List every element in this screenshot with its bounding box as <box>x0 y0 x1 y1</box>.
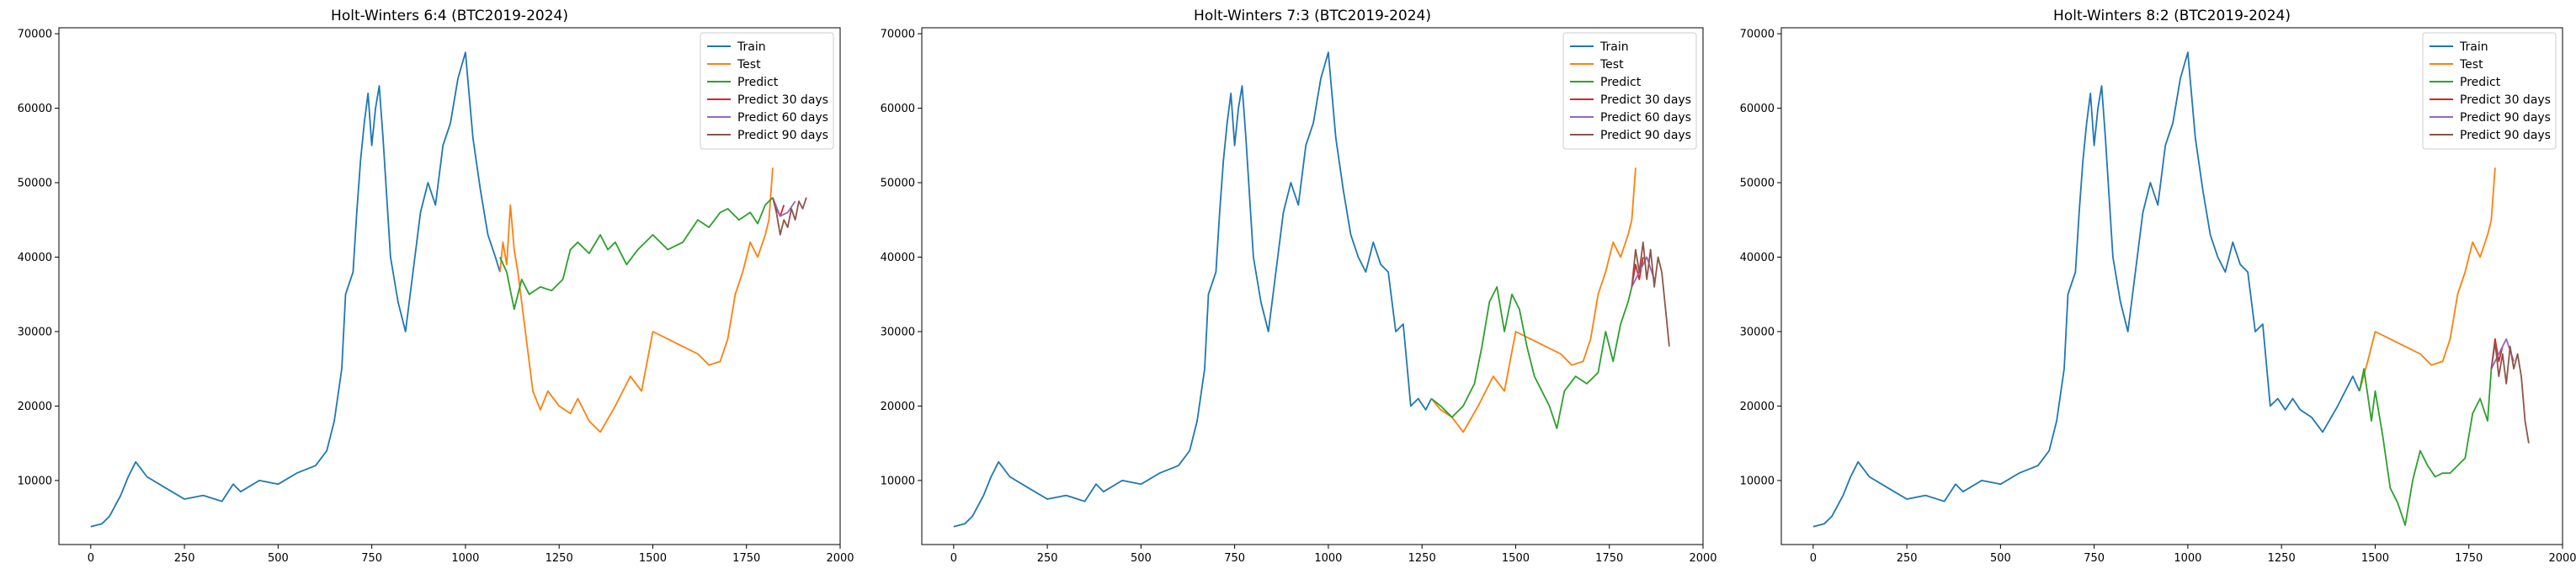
legend-label: Predict 90 days <box>2460 129 2551 142</box>
x-tick-label: 2000 <box>2548 552 2576 565</box>
x-tick-label: 0 <box>88 552 94 565</box>
chart-title: Holt-Winters 8:2 (BTC2019-2024) <box>2053 8 2291 24</box>
series-line-2 <box>2358 167 2496 391</box>
legend-label: Test <box>737 58 761 72</box>
legend-label: Predict 90 days <box>2460 111 2551 125</box>
series-line-3 <box>499 197 774 311</box>
series-line-5 <box>772 197 796 217</box>
x-tick-label: 1750 <box>732 552 760 565</box>
series-line-2 <box>499 167 774 433</box>
legend-label: Predict 30 days <box>2460 93 2551 107</box>
legend-label: Predict 90 days <box>737 129 828 142</box>
y-tick-label: 30000 <box>18 326 52 338</box>
y-tick-label: 10000 <box>881 475 915 487</box>
y-tick-label: 50000 <box>18 178 52 190</box>
series-line-1 <box>90 51 501 528</box>
legend-label: Test <box>2459 58 2483 72</box>
legend-label: Predict <box>1600 76 1642 89</box>
plot-frame <box>921 27 1704 545</box>
y-tick-label: 40000 <box>18 252 52 264</box>
legend-label: Predict 90 days <box>1600 129 1691 142</box>
x-tick-label: 1750 <box>2455 552 2483 565</box>
series-line-2 <box>1430 167 1637 433</box>
x-tick-label: 1500 <box>639 552 667 565</box>
y-tick-label: 40000 <box>881 252 915 264</box>
series-line-6 <box>1631 241 1670 347</box>
chart-title: Holt-Winters 6:4 (BTC2019-2024) <box>331 8 568 24</box>
y-tick-label: 20000 <box>881 401 915 413</box>
y-tick-label: 60000 <box>881 103 915 115</box>
legend-box <box>2422 32 2557 150</box>
x-tick-label: 2000 <box>826 552 854 565</box>
legend-label: Predict <box>2460 76 2501 89</box>
x-tick-label: 250 <box>1897 552 1918 565</box>
legend-label: Train <box>2459 40 2488 54</box>
x-tick-label: 1000 <box>451 552 479 565</box>
x-tick-label: 750 <box>2084 552 2105 565</box>
x-tick-label: 750 <box>361 552 382 565</box>
plot-frame <box>1780 27 2563 545</box>
y-tick-label: 50000 <box>881 178 915 190</box>
series-group <box>953 51 1670 528</box>
x-tick-label: 1500 <box>2361 552 2389 565</box>
legend-label: Train <box>737 40 766 54</box>
x-tick-label: 250 <box>1037 552 1058 565</box>
series-line-3 <box>2358 368 2493 526</box>
y-tick-label: 30000 <box>881 326 915 338</box>
legend-label: Predict 60 days <box>1600 111 1691 125</box>
legend-label: Predict <box>737 76 779 89</box>
chart-panel-2: Holt-Winters 7:3 (BTC2019-2024) 0 250 500 75… <box>881 8 1717 565</box>
x-tick-label: 0 <box>950 552 957 565</box>
x-tick-label: 1000 <box>2174 552 2201 565</box>
x-tick-label: 1250 <box>546 552 573 565</box>
plot-frame <box>58 27 841 545</box>
legend-label: Predict 60 days <box>737 111 828 125</box>
y-tick-label: 10000 <box>18 475 52 487</box>
x-tick-label: 1000 <box>1314 552 1342 565</box>
y-tick-label: 20000 <box>18 401 52 413</box>
series-group <box>90 51 807 528</box>
series-line-1 <box>1812 51 2360 528</box>
legend-box <box>1562 32 1697 150</box>
legend: Train Test Predict Predict 30 days Predict 6… <box>1562 32 1697 150</box>
y-tick-label: 60000 <box>18 103 52 115</box>
x-tick-label: 500 <box>1131 552 1152 565</box>
x-tick-label: 500 <box>1990 552 2011 565</box>
legend-label: Predict 30 days <box>737 93 828 107</box>
y-tick-label: 70000 <box>18 29 52 41</box>
series-line-5 <box>1631 256 1655 288</box>
legend: Train Test Predict Predict 30 days Predict 9… <box>2422 32 2557 150</box>
series-line-3 <box>1430 285 1633 429</box>
legend: Train Test Predict Predict 30 days Predict 6… <box>700 32 834 150</box>
x-tick-label: 0 <box>1810 552 1817 565</box>
x-tick-label: 1250 <box>2268 552 2296 565</box>
y-tick-label: 40000 <box>1740 252 1775 264</box>
x-tick-label: 2000 <box>1689 552 1716 565</box>
legend-box <box>700 32 834 150</box>
y-tick-label: 30000 <box>1740 326 1775 338</box>
chart-panel-3: Holt-Winters 8:2 (BTC2019-2024) 0 250 500 75… <box>1740 8 2576 565</box>
series-line-6 <box>2490 342 2530 444</box>
x-tick-label: 750 <box>1224 552 1245 565</box>
x-tick-label: 1500 <box>1502 552 1530 565</box>
series-line-1 <box>953 51 1433 528</box>
y-tick-label: 70000 <box>881 29 915 41</box>
series-group <box>1812 51 2530 528</box>
chart-title: Holt-Winters 7:3 (BTC2019-2024) <box>1194 8 1431 24</box>
y-tick-label: 70000 <box>1740 29 1775 41</box>
y-tick-label: 20000 <box>1740 401 1775 413</box>
y-tick-label: 10000 <box>1740 475 1775 487</box>
x-tick-label: 1250 <box>1408 552 1436 565</box>
legend-label: Train <box>1599 40 1629 54</box>
x-tick-label: 1750 <box>1595 552 1623 565</box>
y-tick-label: 60000 <box>1740 103 1775 115</box>
y-tick-label: 50000 <box>1740 178 1775 190</box>
legend-label: Predict 30 days <box>1600 93 1691 107</box>
x-tick-label: 250 <box>174 552 195 565</box>
x-tick-label: 500 <box>268 552 289 565</box>
legend-label: Test <box>1599 58 1624 72</box>
series-line-6 <box>772 197 807 236</box>
chart-panel-1: Holt-Winters 6:4 (BTC2019-2024) 0 250 500 75… <box>18 8 854 565</box>
